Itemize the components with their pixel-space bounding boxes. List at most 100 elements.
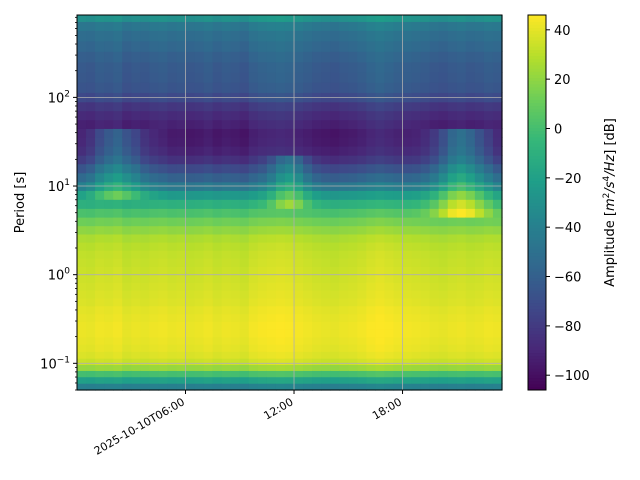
heatmap-cell: [122, 128, 132, 138]
heatmap-cell: [113, 313, 123, 322]
heatmap-cell: [402, 61, 413, 73]
heatmap-cell: [447, 163, 458, 174]
colorbar-segment: [528, 255, 546, 260]
heatmap-cell: [429, 351, 440, 359]
heatmap-cell: [366, 40, 376, 52]
heatmap-cell: [420, 72, 431, 83]
heatmap-cell: [203, 82, 214, 93]
heatmap-cell: [438, 40, 449, 52]
heatmap-cell: [456, 305, 467, 315]
heatmap-cell: [95, 61, 105, 73]
heatmap-cell: [366, 225, 376, 235]
heatmap-cell: [456, 217, 467, 227]
heatmap-cell: [248, 82, 259, 93]
heatmap-cell: [131, 217, 141, 227]
heatmap-cell: [194, 172, 205, 183]
heatmap-cell: [393, 257, 404, 267]
x-tick-label: 18:00: [370, 395, 404, 422]
heatmap-cell: [339, 199, 349, 209]
heatmap-cell: [194, 217, 205, 227]
heatmap-cell: [492, 128, 503, 138]
heatmap-cell: [203, 128, 214, 138]
heatmap-cell: [113, 101, 123, 112]
heatmap-cell: [348, 233, 358, 243]
heatmap-cell: [212, 257, 223, 267]
heatmap-cell: [86, 217, 96, 227]
heatmap-cell: [275, 82, 286, 93]
heatmap-cell: [167, 290, 178, 299]
heatmap-cell: [294, 376, 304, 384]
heatmap-cell: [321, 250, 331, 259]
heatmap-cell: [474, 376, 485, 384]
heatmap-cell: [411, 383, 422, 391]
heatmap-cell: [86, 155, 96, 165]
heatmap-cell: [438, 370, 449, 378]
heatmap-cell: [158, 199, 169, 209]
heatmap-cell: [357, 30, 367, 42]
heatmap-cell: [203, 40, 214, 52]
heatmap-cell: [194, 110, 205, 121]
heatmap-cell: [402, 15, 413, 22]
colorbar-segment: [528, 180, 546, 185]
heatmap-cell: [113, 250, 123, 259]
heatmap-cell: [438, 101, 449, 112]
heatmap-cell: [393, 136, 404, 147]
heatmap-cell: [321, 364, 331, 371]
heatmap-cell: [420, 344, 431, 352]
colorbar-segment: [528, 290, 546, 294]
heatmap-cell: [321, 336, 331, 345]
heatmap-cell: [149, 282, 159, 291]
heatmap-cell: [257, 266, 268, 276]
heatmap-cell: [465, 233, 476, 243]
heatmap-cell: [194, 72, 205, 83]
heatmap-cell: [149, 199, 159, 209]
heatmap-cell: [447, 305, 458, 315]
heatmap-cell: [185, 305, 196, 315]
heatmap-cell: [348, 119, 358, 129]
heatmap-cell: [447, 336, 458, 345]
heatmap-cell: [411, 30, 422, 42]
heatmap-cell: [86, 163, 96, 174]
heatmap-cell: [375, 110, 386, 121]
heatmap-cell: [357, 163, 367, 174]
heatmap-cell: [221, 242, 232, 251]
heatmap-cell: [212, 82, 223, 93]
heatmap-cell: [266, 242, 277, 251]
heatmap-cell: [411, 376, 422, 384]
heatmap-cell: [140, 290, 150, 299]
heatmap-cell: [131, 30, 141, 42]
colorbar-segment: [528, 340, 546, 344]
heatmap-cell: [176, 305, 187, 315]
heatmap-cell: [95, 336, 105, 345]
heatmap-cell: [447, 250, 458, 259]
heatmap-cell: [456, 370, 467, 378]
heatmap-cell: [312, 282, 322, 291]
y-tick-label: 102: [48, 89, 70, 106]
heatmap-cell: [248, 61, 259, 73]
heatmap-cell: [275, 266, 286, 276]
heatmap-cell: [194, 40, 205, 52]
heatmap-cell: [465, 364, 476, 371]
heatmap-cell: [221, 383, 232, 391]
heatmap-cell: [384, 172, 395, 183]
heatmap-cell: [230, 344, 241, 352]
heatmap-cell: [167, 336, 178, 345]
heatmap-cell: [303, 101, 313, 112]
heatmap-cell: [203, 172, 214, 183]
heatmap-cell: [402, 321, 413, 330]
heatmap-cell: [185, 257, 196, 267]
colorbar-segment: [528, 355, 546, 360]
colorbar-segment: [528, 111, 546, 116]
heatmap-cell: [492, 163, 503, 174]
heatmap-cell: [357, 72, 367, 83]
colorbar-segment: [528, 333, 546, 338]
heatmap-cell: [465, 305, 476, 315]
colorbar-segment: [528, 236, 546, 241]
heatmap-cell: [239, 30, 250, 42]
colorbar-segment: [528, 24, 546, 29]
heatmap-cell: [275, 51, 286, 63]
heatmap-cell: [456, 155, 467, 165]
heatmap-cell: [429, 208, 440, 218]
heatmap-cell: [420, 21, 431, 31]
